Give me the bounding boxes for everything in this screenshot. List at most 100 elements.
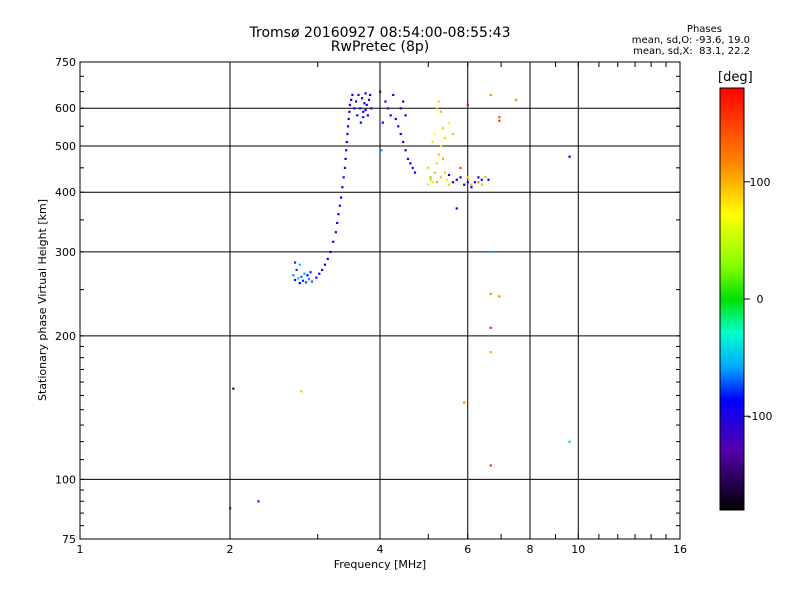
data-point [439,144,443,148]
data-point [480,183,483,186]
data-point [437,100,441,103]
y-tick-label: 750 [55,56,76,69]
data-point [326,257,329,261]
colorbar-ticks: 100 0 -100 [744,176,772,423]
data-point [351,93,354,97]
data-point [346,132,349,136]
data-point [384,100,387,103]
data-point [441,157,445,161]
y-tick-label: 400 [55,186,76,199]
data-point [413,171,417,174]
y-tick-label: 300 [55,246,76,259]
data-point [455,207,458,210]
x-axis-label: Frequency [MHz] [334,558,426,571]
stats-o-mode: mean, sd,O: -93.6, 19.0 [631,35,750,46]
data-point [402,100,405,103]
data-point [447,173,451,177]
data-point [489,250,492,254]
data-point [484,176,487,179]
data-point [409,162,412,165]
data-point [307,278,311,281]
data-point [347,117,350,121]
data-point [370,107,373,110]
x-tick-label: 8 [527,543,534,556]
x-tick-label: 4 [377,543,384,556]
data-point [489,292,492,295]
chart-title: Tromsø 20160927 08:54:00-08:55:43 [249,25,511,41]
stats-x-mode: mean, sd,X: 83.1, 22.2 [633,46,750,57]
data-point [344,157,347,161]
data-point [568,155,571,158]
data-point [343,166,347,170]
data-point [229,507,232,510]
data-point [402,140,405,144]
colorbar-label: [deg] [718,70,753,85]
data-point [362,116,365,119]
data-point [348,103,352,107]
data-point [489,93,492,97]
data-point [354,100,358,103]
data-point [345,140,348,144]
data-point [473,181,477,184]
data-point [364,108,367,112]
data-point [295,268,298,272]
colorbar [719,87,745,511]
colorbar-tick-label: -100 [748,410,773,423]
data-point [360,97,364,100]
data-point [498,116,501,119]
data-point [366,114,369,117]
data-point [334,231,337,234]
data-point [466,176,469,179]
data-point [404,149,407,152]
x-tick-label: 1 [77,543,84,556]
stats-header: Phases [686,24,722,35]
colorbar-tick-label: 0 [757,293,764,306]
data-point [427,183,430,186]
data-point [389,114,392,117]
data-point [433,132,436,136]
data-point [411,166,414,170]
data-point [363,102,366,105]
data-point [364,92,367,95]
data-point [498,119,501,122]
data-point [399,107,402,110]
data-point [466,103,469,107]
data-point [306,274,309,277]
y-tick-label: 500 [55,140,76,153]
data-point [445,178,449,181]
data-point [489,464,492,467]
data-point [435,181,438,184]
data-point [346,125,350,128]
data-point [429,176,432,179]
data-point [441,127,445,130]
data-point [303,272,306,275]
y-axis-label: Stationary phase Virtual Height [km] [36,199,49,401]
data-point [359,121,362,124]
data-point [357,93,360,97]
x-tick-label: 10 [571,543,585,556]
x-tick-label: 6 [464,543,471,556]
data-point [427,166,430,170]
data-point [470,186,473,189]
data-point [451,132,455,136]
data-point [293,278,297,282]
data-point [463,183,466,186]
data-point [310,280,314,283]
axis-ticks: 1 2 4 6 8 10 16 75 100 200 300 400 500 600 750 [55,56,687,556]
data-point [489,326,492,329]
data-point [447,121,451,124]
data-point [332,240,335,243]
data-point [439,176,443,179]
y-tick-label: 75 [62,533,76,546]
data-point [367,98,371,101]
data-point [447,183,451,186]
data-point [437,153,441,156]
data-point [489,350,492,354]
data-point [394,117,397,121]
data-point [466,181,469,184]
data-point [455,178,458,181]
data-point [431,181,434,184]
data-point [341,186,344,189]
data-point [406,157,410,161]
data-point [429,178,432,181]
